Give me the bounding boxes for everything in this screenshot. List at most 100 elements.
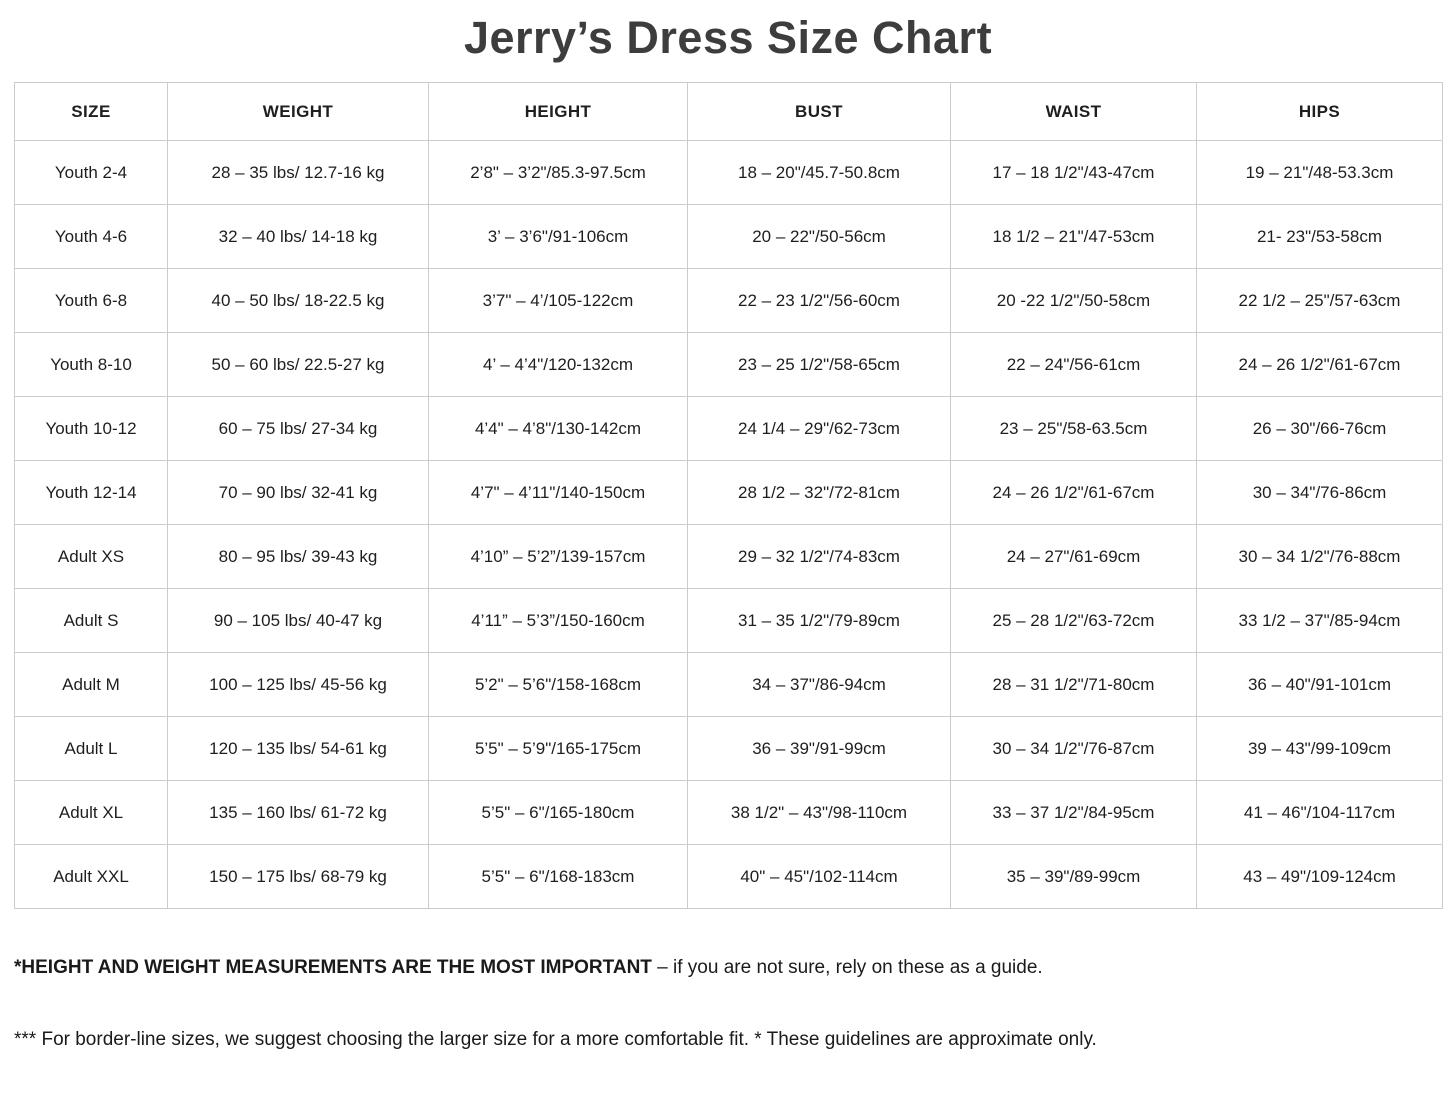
footnote-bold-text: *HEIGHT AND WEIGHT MEASUREMENTS ARE THE … — [14, 957, 652, 978]
table-cell: Youth 10-12 — [14, 396, 168, 461]
column-header-height: HEIGHT — [428, 82, 688, 141]
table-cell: 22 1/2 – 25"/57-63cm — [1196, 268, 1443, 333]
table-cell: 28 – 35 lbs/ 12.7-16 kg — [167, 140, 429, 205]
column-header-bust: BUST — [687, 82, 951, 141]
table-cell: Adult S — [14, 588, 168, 653]
table-cell: 23 – 25 1/2"/58-65cm — [687, 332, 951, 397]
table-cell: 23 – 25"/58-63.5cm — [950, 396, 1197, 461]
table-cell: 30 – 34 1/2"/76-87cm — [950, 716, 1197, 781]
table-cell: 24 – 26 1/2"/61-67cm — [1196, 332, 1443, 397]
table-cell: 24 – 26 1/2"/61-67cm — [950, 460, 1197, 525]
table-cell: 3’7" – 4’/105-122cm — [428, 268, 688, 333]
table-cell: 19 – 21"/48-53.3cm — [1196, 140, 1443, 205]
table-row: Adult S 90 – 105 lbs/ 40-47 kg 4’11” – 5’3… — [14, 588, 1443, 653]
table-cell: 36 – 39"/91-99cm — [687, 716, 951, 781]
table-cell: Youth 12-14 — [14, 460, 168, 525]
table-cell: 25 – 28 1/2"/63-72cm — [950, 588, 1197, 653]
footnotes: *HEIGHT AND WEIGHT MEASUREMENTS ARE THE … — [14, 955, 1442, 1052]
column-header-waist: WAIST — [950, 82, 1197, 141]
table-cell: 43 – 49"/109-124cm — [1196, 844, 1443, 909]
table-cell: 30 – 34 1/2"/76-88cm — [1196, 524, 1443, 589]
table-cell: 50 – 60 lbs/ 22.5-27 kg — [167, 332, 429, 397]
table-cell: 22 – 23 1/2"/56-60cm — [687, 268, 951, 333]
table-row: Adult XS 80 – 95 lbs/ 39-43 kg 4’10” – 5’2… — [14, 524, 1443, 589]
footnote-borderline: *** For border-line sizes, we suggest ch… — [14, 1028, 1097, 1050]
table-header: SIZE WEIGHT HEIGHT BUST WAIST HIPS — [14, 82, 1443, 141]
table-cell: 32 – 40 lbs/ 14-18 kg — [167, 204, 429, 269]
table-cell: 5’5" – 6"/168-183cm — [428, 844, 688, 909]
table-cell: 3’ – 3’6"/91-106cm — [428, 204, 688, 269]
table-body: Youth 2-4 28 – 35 lbs/ 12.7-16 kg 2’8" – 3… — [14, 140, 1443, 909]
table-cell: 18 1/2 – 21"/47-53cm — [950, 204, 1197, 269]
table-cell: 33 1/2 – 37"/85-94cm — [1196, 588, 1443, 653]
footnote-height-weight: *HEIGHT AND WEIGHT MEASUREMENTS ARE THE … — [14, 955, 1442, 981]
table-cell: 41 – 46"/104-117cm — [1196, 780, 1443, 845]
table-cell: 20 – 22"/50-56cm — [687, 204, 951, 269]
column-header-size: SIZE — [14, 82, 168, 141]
table-cell: Youth 4-6 — [14, 204, 168, 269]
table-row: Adult L 120 – 135 lbs/ 54-61 kg 5’5" – 5’9… — [14, 716, 1443, 781]
table-row: Adult XXL 150 – 175 lbs/ 68-79 kg 5’5" – 6… — [14, 844, 1443, 909]
table-cell: 80 – 95 lbs/ 39-43 kg — [167, 524, 429, 589]
table-cell: 4’11” – 5’3”/150-160cm — [428, 588, 688, 653]
table-cell: 150 – 175 lbs/ 68-79 kg — [167, 844, 429, 909]
table-cell: Adult M — [14, 652, 168, 717]
table-cell: 17 – 18 1/2"/43-47cm — [950, 140, 1197, 205]
table-cell: 120 – 135 lbs/ 54-61 kg — [167, 716, 429, 781]
table-cell: 28 1/2 – 32"/72-81cm — [687, 460, 951, 525]
column-header-weight: WEIGHT — [167, 82, 429, 141]
table-row: Youth 10-12 60 – 75 lbs/ 27-34 kg 4’4" – 4… — [14, 396, 1443, 461]
table-row: Adult XL 135 – 160 lbs/ 61-72 kg 5’5" – 6"… — [14, 780, 1443, 845]
table-cell: 90 – 105 lbs/ 40-47 kg — [167, 588, 429, 653]
table-cell: 100 – 125 lbs/ 45-56 kg — [167, 652, 429, 717]
table-cell: 4’ – 4’4"/120-132cm — [428, 332, 688, 397]
table-cell: 20 -22 1/2"/50-58cm — [950, 268, 1197, 333]
table-cell: 4’4" – 4’8"/130-142cm — [428, 396, 688, 461]
table-cell: 24 – 27"/61-69cm — [950, 524, 1197, 589]
table-cell: Youth 2-4 — [14, 140, 168, 205]
table-row: Youth 8-10 50 – 60 lbs/ 22.5-27 kg 4’ – 4’… — [14, 332, 1443, 397]
table-cell: 34 – 37"/86-94cm — [687, 652, 951, 717]
table-cell: Adult XL — [14, 780, 168, 845]
table-cell: 40" – 45"/102-114cm — [687, 844, 951, 909]
footnote-rest-text: – if you are not sure, rely on these as … — [651, 957, 1043, 978]
size-chart-table: SIZE WEIGHT HEIGHT BUST WAIST HIPS Youth… — [14, 82, 1443, 909]
table-cell: 5’5" – 5’9"/165-175cm — [428, 716, 688, 781]
header-row: SIZE WEIGHT HEIGHT BUST WAIST HIPS — [14, 82, 1443, 141]
table-cell: 60 – 75 lbs/ 27-34 kg — [167, 396, 429, 461]
table-cell: 2’8" – 3’2"/85.3-97.5cm — [428, 140, 688, 205]
table-row: Adult M 100 – 125 lbs/ 45-56 kg 5’2" – 5’6… — [14, 652, 1443, 717]
table-cell: 31 – 35 1/2"/79-89cm — [687, 588, 951, 653]
table-cell: 35 – 39"/89-99cm — [950, 844, 1197, 909]
table-cell: 5’5" – 6"/165-180cm — [428, 780, 688, 845]
table-cell: Adult L — [14, 716, 168, 781]
table-cell: 4’7" – 4’11"/140-150cm — [428, 460, 688, 525]
table-row: Youth 4-6 32 – 40 lbs/ 14-18 kg 3’ – 3’6"/… — [14, 204, 1443, 269]
table-cell: 18 – 20"/45.7-50.8cm — [687, 140, 951, 205]
table-cell: 22 – 24"/56-61cm — [950, 332, 1197, 397]
table-cell: 5’2" – 5’6"/158-168cm — [428, 652, 688, 717]
column-header-hips: HIPS — [1196, 82, 1443, 141]
table-cell: 26 – 30"/66-76cm — [1196, 396, 1443, 461]
table-cell: Adult XS — [14, 524, 168, 589]
table-cell: 28 – 31 1/2"/71-80cm — [950, 652, 1197, 717]
table-cell: 70 – 90 lbs/ 32-41 kg — [167, 460, 429, 525]
table-cell: 30 – 34"/76-86cm — [1196, 460, 1443, 525]
page-title: Jerry’s Dress Size Chart — [463, 12, 993, 63]
table-row: Youth 6-8 40 – 50 lbs/ 18-22.5 kg 3’7" – 4… — [14, 268, 1443, 333]
table-cell: 38 1/2" – 43"/98-110cm — [687, 780, 951, 845]
table-cell: 4’10” – 5’2”/139-157cm — [428, 524, 688, 589]
table-row: Youth 2-4 28 – 35 lbs/ 12.7-16 kg 2’8" – 3… — [14, 140, 1443, 205]
table-cell: 36 – 40"/91-101cm — [1196, 652, 1443, 717]
table-cell: 24 1/4 – 29"/62-73cm — [687, 396, 951, 461]
table-cell: Youth 6-8 — [14, 268, 168, 333]
table-cell: 21- 23"/53-58cm — [1196, 204, 1443, 269]
table-cell: 39 – 43"/99-109cm — [1196, 716, 1443, 781]
table-cell: 29 – 32 1/2"/74-83cm — [687, 524, 951, 589]
table-cell: 40 – 50 lbs/ 18-22.5 kg — [167, 268, 429, 333]
table-row: Youth 12-14 70 – 90 lbs/ 32-41 kg 4’7" – 4… — [14, 460, 1443, 525]
table-cell: 33 – 37 1/2"/84-95cm — [950, 780, 1197, 845]
table-cell: Youth 8-10 — [14, 332, 168, 397]
table-cell: Adult XXL — [14, 844, 168, 909]
